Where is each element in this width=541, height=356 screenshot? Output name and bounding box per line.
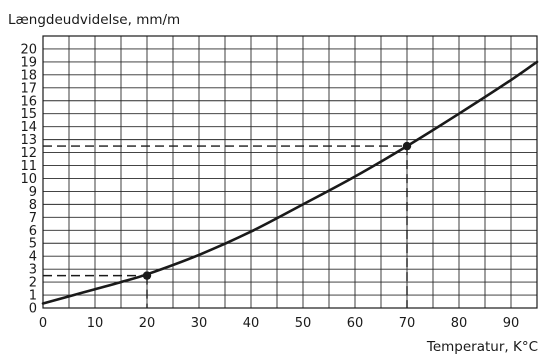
y-tick-label: 13 (20, 133, 37, 148)
x-tick-label: 70 (399, 316, 416, 331)
x-tick-label: 50 (295, 316, 312, 331)
x-tick-label: 0 (39, 316, 47, 331)
y-tick-label: 1 (29, 289, 37, 304)
grid (43, 36, 537, 308)
y-tick-label: 19 (20, 55, 37, 70)
y-tick-label: 6 (29, 224, 37, 239)
x-tick-label: 10 (87, 316, 104, 331)
y-tick-label: 3 (29, 263, 37, 278)
series-layer (41, 60, 539, 305)
y-tick-label: 11 (20, 159, 37, 174)
y-tick-label: 5 (29, 237, 37, 252)
x-tick-label: 60 (347, 316, 364, 331)
x-tick-label: 80 (451, 316, 468, 331)
plot-frame (42, 35, 538, 309)
y-axis-label: Længdeudvidelse, mm/m (8, 12, 180, 28)
y-tick-label: 4 (29, 250, 37, 265)
y-tick-label: 17 (20, 81, 37, 96)
x-tick-label: 20 (139, 316, 156, 331)
markers (142, 141, 412, 280)
y-tick-label: 10 (20, 172, 37, 187)
x-tick-label: 90 (503, 316, 520, 331)
y-tick-label: 12 (20, 146, 37, 161)
y-tick-label: 20 (20, 42, 37, 57)
series-line (41, 60, 539, 305)
y-tick-label: 7 (29, 211, 37, 226)
y-tick-label: 8 (29, 198, 37, 213)
y-tick-label: 0 (29, 302, 37, 317)
y-tick-label: 9 (29, 185, 37, 200)
x-axis-label: Temperatur, K°C (426, 339, 538, 355)
data-point-marker (142, 271, 152, 280)
guide-lines (43, 145, 408, 308)
y-tick-label: 2 (29, 276, 37, 291)
y-tick-label: 18 (20, 68, 37, 83)
x-tick-label: 40 (243, 316, 260, 331)
y-tick-label: 16 (20, 94, 37, 109)
y-tick-label: 14 (20, 120, 37, 135)
x-tick-label: 30 (191, 316, 208, 331)
y-tick-label: 15 (20, 107, 37, 122)
data-point-marker (402, 141, 412, 151)
